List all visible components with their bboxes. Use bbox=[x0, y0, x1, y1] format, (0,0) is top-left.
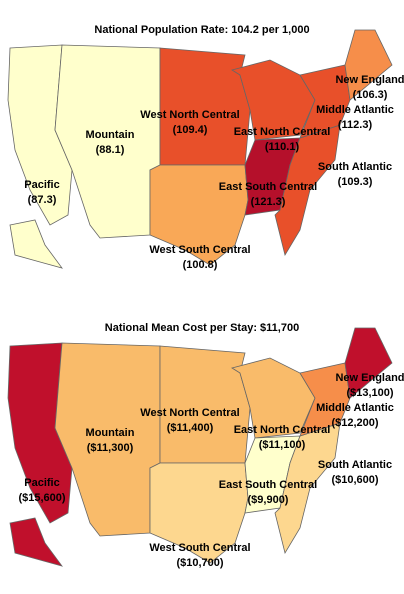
region-name: South Atlantic bbox=[318, 161, 392, 173]
region-name: Middle Atlantic bbox=[316, 104, 394, 116]
region-value: (112.3) bbox=[338, 119, 373, 131]
region-value: (106.3) bbox=[353, 89, 388, 101]
region-name: West South Central bbox=[149, 542, 250, 554]
region bbox=[54, 342, 161, 537]
region-name: South Atlantic bbox=[318, 459, 392, 471]
region-name: East South Central bbox=[219, 181, 317, 193]
region-value: ($11,100) bbox=[259, 439, 306, 451]
region-value: ($12,200) bbox=[331, 417, 378, 429]
region-name: West North Central bbox=[140, 109, 239, 121]
region-value: ($11,300) bbox=[87, 442, 134, 454]
region-name: Pacific bbox=[24, 179, 59, 191]
region-name: East North Central bbox=[234, 126, 331, 138]
region-value: ($15,600) bbox=[18, 492, 65, 504]
region-name: Mountain bbox=[86, 427, 135, 439]
region-value: (121.3) bbox=[251, 196, 286, 208]
region-value: (109.4) bbox=[173, 124, 208, 136]
region-name: Mountain bbox=[86, 129, 135, 141]
region-value: (110.1) bbox=[265, 141, 300, 153]
region-name: New England bbox=[335, 74, 404, 86]
region bbox=[159, 47, 251, 166]
region bbox=[159, 345, 251, 464]
map-title: National Mean Cost per Stay: $11,700 bbox=[105, 322, 299, 334]
region bbox=[274, 124, 341, 257]
region-value: (109.3) bbox=[338, 176, 373, 188]
region bbox=[344, 327, 393, 399]
region-name: East South Central bbox=[219, 479, 317, 491]
region bbox=[54, 44, 161, 239]
region-name: Middle Atlantic bbox=[316, 402, 394, 414]
region-name: Pacific bbox=[24, 477, 59, 489]
region-value: (100.8) bbox=[183, 259, 218, 271]
region-name: West South Central bbox=[149, 244, 250, 256]
region-value: ($11,400) bbox=[167, 422, 214, 434]
region-value: ($10,700) bbox=[176, 557, 223, 569]
region-value: (87.3) bbox=[28, 194, 57, 206]
region bbox=[274, 422, 341, 555]
region-value: (88.1) bbox=[96, 144, 125, 156]
region bbox=[9, 219, 64, 269]
region bbox=[9, 517, 64, 567]
map-title: National Population Rate: 104.2 per 1,00… bbox=[94, 24, 309, 36]
region-name: East North Central bbox=[234, 424, 331, 436]
region-value: ($9,900) bbox=[248, 494, 289, 506]
region-value: ($13,100) bbox=[346, 387, 393, 399]
region bbox=[344, 29, 393, 101]
region-name: New England bbox=[335, 372, 404, 384]
region-name: West North Central bbox=[140, 407, 239, 419]
region-value: ($10,600) bbox=[331, 474, 378, 486]
